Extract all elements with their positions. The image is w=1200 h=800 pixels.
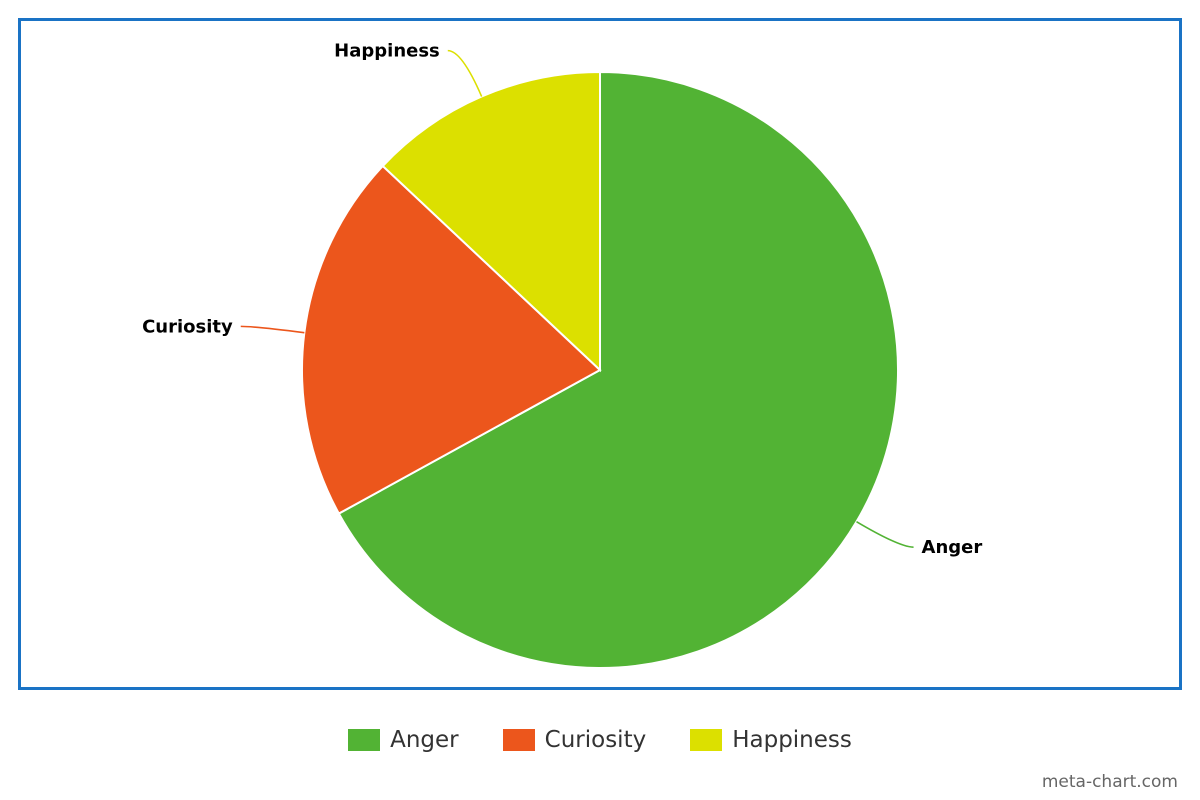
pie-chart: Anger Curiosity Happiness bbox=[142, 41, 983, 669]
pie-connector-anger bbox=[856, 521, 914, 548]
legend-item-happiness[interactable]: Happiness bbox=[690, 727, 852, 753]
pie-slice-happiness[interactable] bbox=[381, 70, 601, 373]
legend-swatch-happiness bbox=[690, 729, 723, 751]
pie-label-curiosity: Curiosity bbox=[142, 316, 233, 337]
pie-connector-happiness bbox=[447, 49, 483, 97]
pie-slice-curiosity[interactable] bbox=[301, 164, 602, 515]
pie-connector-curiosity bbox=[240, 325, 305, 334]
legend: Anger Curiosity Happiness bbox=[0, 722, 1200, 758]
legend-item-anger[interactable]: Anger bbox=[348, 727, 459, 753]
pie-label-anger: Anger bbox=[922, 537, 983, 558]
legend-label-anger: Anger bbox=[390, 727, 459, 753]
legend-label-curiosity: Curiosity bbox=[544, 727, 647, 753]
legend-swatch-curiosity bbox=[502, 729, 535, 751]
pie-label-happiness: Happiness bbox=[334, 41, 440, 62]
legend-label-happiness: Happiness bbox=[732, 727, 852, 753]
legend-swatch-anger bbox=[348, 729, 381, 751]
chart-frame: Anger Curiosity Happiness bbox=[18, 18, 1182, 690]
legend-item-curiosity[interactable]: Curiosity bbox=[502, 727, 647, 753]
watermark[interactable]: meta-chart.com bbox=[1041, 772, 1178, 792]
